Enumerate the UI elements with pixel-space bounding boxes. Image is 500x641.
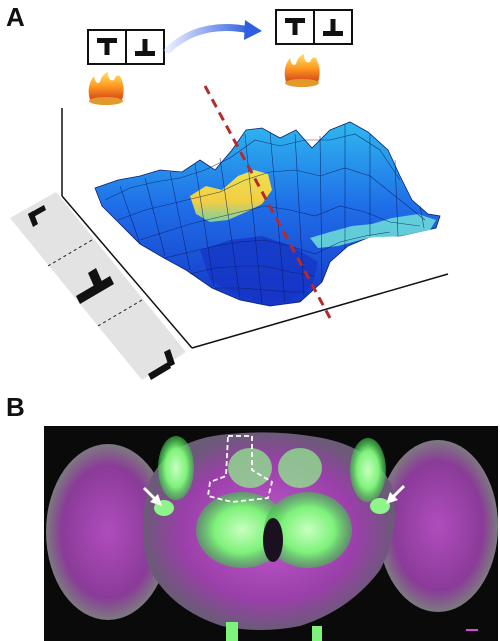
inverted-t-pattern-icon [323,19,343,36]
esophageal-foramen [263,518,283,562]
inverted-t-icon [76,268,114,304]
corner-icon [28,205,46,227]
panel-b-brain-image [44,426,498,641]
transition-arrow-icon [164,24,254,54]
heat-flame-icon [284,54,320,87]
optic-lobe-left [46,444,170,620]
activity-surface [94,121,441,307]
pattern-box-left [87,29,165,65]
t-pattern-icon [97,38,117,55]
dashed-region-outline [206,435,274,503]
pattern-box-right [275,9,353,45]
panel-label-b: B [6,392,25,422]
plot-axes [61,108,449,349]
optic-lobe-right [378,440,498,612]
t-pattern-icon [285,18,305,35]
inverted-t-pattern-icon [135,39,155,56]
panel-label-a: A [6,2,25,32]
panel-a-surface-plot [10,9,449,380]
corner-icon [148,349,175,380]
side-pattern-strip [10,192,186,380]
heat-flame-icon [88,72,124,105]
arrow-left-icon [142,486,162,506]
arrow-right-icon [386,484,406,504]
